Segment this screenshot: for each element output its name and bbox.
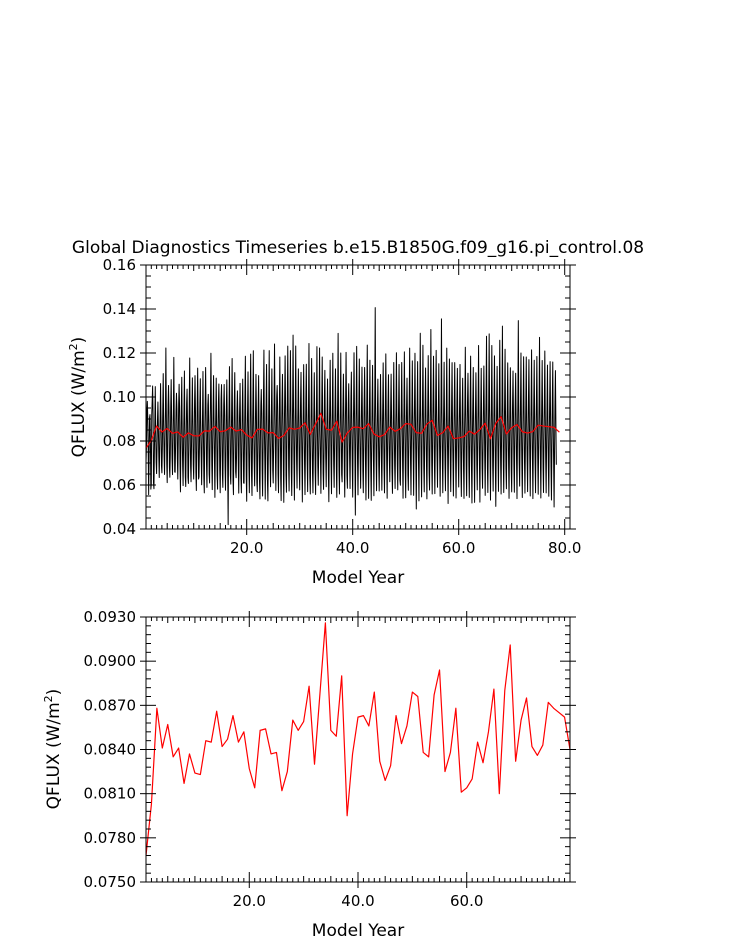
x-axis-label: Model Year <box>312 568 404 588</box>
x-tick-label: 20.0 <box>233 892 266 910</box>
y-tick-label: 0.14 <box>103 300 136 318</box>
x-tick-label: 60.0 <box>450 892 483 910</box>
axis-ticks: 20.0 40.0 60.0 80.0 0.04 0.06 0.08 0.10 0.12 0.14… <box>103 256 582 557</box>
y-tick-label: 0.0750 <box>84 873 137 891</box>
x-tick-label: 80.0 <box>548 539 581 557</box>
x-tick-label: 40.0 <box>336 539 369 557</box>
y-tick-label: 0.0780 <box>84 829 137 847</box>
y-tick-label: 0.08 <box>103 432 136 450</box>
y-tick-label: 0.0870 <box>84 696 137 714</box>
y-tick-label: 0.16 <box>103 256 136 274</box>
axis-ticks: 20.0 40.0 60.0 0.0750 0.0780 0.0810 0.0840 0.08… <box>84 608 576 910</box>
x-tick-label: 60.0 <box>442 539 475 557</box>
y-tick-label: 0.0810 <box>84 785 137 803</box>
chart-bottom: 20.0 40.0 60.0 0.0750 0.0780 0.0810 0.0840 0.08… <box>42 608 576 941</box>
chart-top: Global Diagnostics Timeseries b.e15.B185… <box>67 238 644 588</box>
y-tick-label: 0.06 <box>103 476 136 494</box>
y-tick-label: 0.10 <box>103 388 136 406</box>
y-tick-label: 0.0840 <box>84 741 137 759</box>
series-monthly <box>145 307 557 526</box>
y-tick-label: 0.12 <box>103 344 136 362</box>
y-tick-label: 0.0930 <box>84 608 137 626</box>
x-axis-label: Model Year <box>312 921 404 941</box>
annual-line <box>145 622 571 856</box>
series-annual <box>145 412 560 449</box>
y-axis-label: QFLUX (W/m2) <box>67 337 89 458</box>
x-tick-label: 40.0 <box>341 892 374 910</box>
x-tick-label: 20.0 <box>230 539 263 557</box>
chart-title: Global Diagnostics Timeseries b.e15.B185… <box>72 238 644 258</box>
series-annual <box>145 622 571 856</box>
y-tick-label: 0.0900 <box>84 652 137 670</box>
y-tick-label: 0.04 <box>103 520 136 538</box>
monthly-line <box>145 307 557 526</box>
y-axis-label: QFLUX (W/m2) <box>42 689 64 810</box>
annual-line <box>145 412 560 449</box>
plot-frame <box>145 616 571 883</box>
